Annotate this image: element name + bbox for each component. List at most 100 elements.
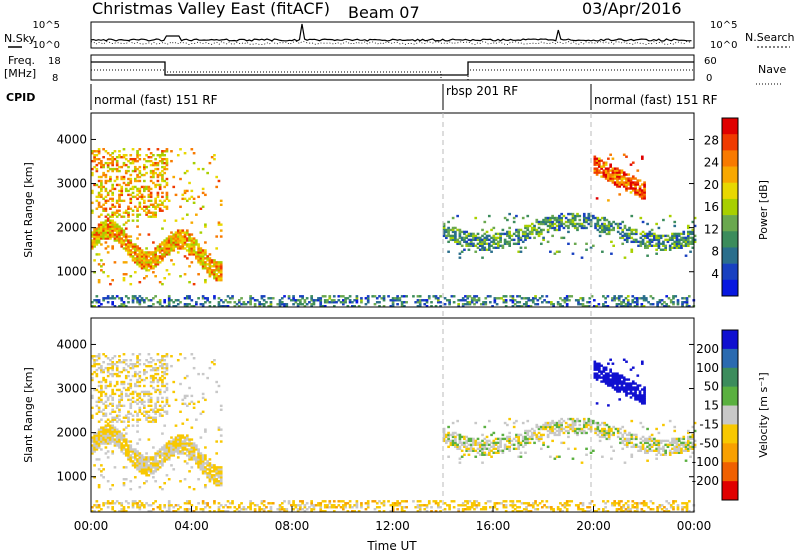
velocity-cell <box>174 504 178 507</box>
velocity-cell <box>156 464 160 467</box>
velocity-cell <box>328 506 332 509</box>
power-cell <box>138 263 142 266</box>
power-cell <box>616 177 619 180</box>
power-cell <box>170 235 173 238</box>
power-cell <box>443 297 447 300</box>
velocity-cell <box>677 443 681 447</box>
velocity-cell <box>558 427 561 431</box>
velocity-cell <box>611 504 614 507</box>
velocity-cell <box>102 504 105 507</box>
power-cell <box>636 193 640 196</box>
power-cell <box>447 220 450 224</box>
power-cell <box>616 179 619 182</box>
power-cell <box>120 245 124 248</box>
velocity-cell <box>147 456 151 459</box>
power-cell <box>93 159 96 163</box>
velocity-cell <box>120 508 124 511</box>
power-cell <box>484 301 488 304</box>
velocity-cell <box>118 355 121 358</box>
velocity-cell <box>617 508 621 511</box>
velocity-cell <box>122 420 126 423</box>
velocity-cell <box>662 447 665 451</box>
power-cell <box>319 299 323 302</box>
velocity-cell <box>452 500 456 503</box>
velocity-cell <box>95 372 99 376</box>
velocity-cell <box>109 440 112 443</box>
velocity-cell <box>478 443 482 447</box>
power-cell <box>156 255 160 258</box>
power-cell <box>485 234 489 238</box>
power-cell <box>140 173 144 177</box>
velocity-cell <box>249 502 252 505</box>
power-cell <box>147 233 151 236</box>
power-cell <box>598 169 601 172</box>
power-cell <box>484 297 488 300</box>
velocity-cell <box>201 454 205 457</box>
power-cell <box>131 243 135 246</box>
power-cell <box>111 185 115 189</box>
power-cell <box>176 241 180 244</box>
power-cell <box>179 229 182 232</box>
power-cell <box>527 305 531 308</box>
velocity-cell <box>512 425 516 429</box>
velocity-cell <box>104 355 108 358</box>
power-cell <box>111 215 115 218</box>
velocity-cell <box>154 376 157 380</box>
velocity-cell <box>188 440 191 443</box>
power-cell <box>593 167 597 170</box>
ytick-label: 4000 <box>56 132 87 146</box>
velocity-cell <box>152 508 155 511</box>
power-cell <box>310 295 314 298</box>
velocity-cell <box>115 436 119 439</box>
power-cell <box>587 214 591 218</box>
velocity-cell <box>156 466 160 469</box>
power-cell <box>537 222 541 226</box>
velocity-cell <box>691 425 695 429</box>
velocity-cell <box>181 402 185 406</box>
velocity-cell <box>167 440 171 443</box>
velocity-cell <box>310 500 314 503</box>
power-cell <box>691 246 695 249</box>
velocity-cell <box>477 502 481 505</box>
power-cell <box>619 232 622 236</box>
power-cell <box>684 244 688 247</box>
velocity-cell <box>289 504 293 507</box>
velocity-cell <box>197 400 200 404</box>
power-cell <box>691 240 695 244</box>
power-cell <box>332 295 336 298</box>
power-cell <box>573 242 577 246</box>
power-cell <box>145 269 148 272</box>
power-cell <box>133 205 137 208</box>
velocity-cell <box>301 508 304 511</box>
power-cell <box>382 299 386 302</box>
velocity-cell <box>529 504 533 507</box>
power-cell <box>400 303 404 306</box>
power-cell <box>140 249 144 252</box>
velocity-cell <box>140 398 144 402</box>
power-cell <box>521 232 525 236</box>
velocity-cell <box>185 508 189 511</box>
power-cell <box>95 299 99 302</box>
velocity-cell <box>208 458 212 461</box>
velocity-cell <box>129 366 133 370</box>
power-cell <box>299 301 302 304</box>
velocity-cell <box>136 452 139 455</box>
velocity-cell <box>256 504 259 507</box>
power-cell <box>580 226 584 230</box>
power-cbar-tick: 4 <box>711 267 719 281</box>
velocity-cell <box>195 460 198 463</box>
velocity-cell <box>124 438 128 441</box>
power-cell <box>631 187 635 190</box>
power-cell <box>167 235 171 238</box>
power-cell <box>165 157 169 161</box>
velocity-cell <box>562 419 566 423</box>
power-cell <box>643 193 646 196</box>
velocity-cell <box>170 440 173 443</box>
power-cell <box>613 167 617 170</box>
velocity-cell <box>296 510 300 513</box>
power-cell <box>604 161 608 164</box>
velocity-cell <box>210 466 214 469</box>
velocity-cell <box>131 450 135 453</box>
power-cell <box>569 218 573 222</box>
velocity-cell <box>204 462 207 465</box>
